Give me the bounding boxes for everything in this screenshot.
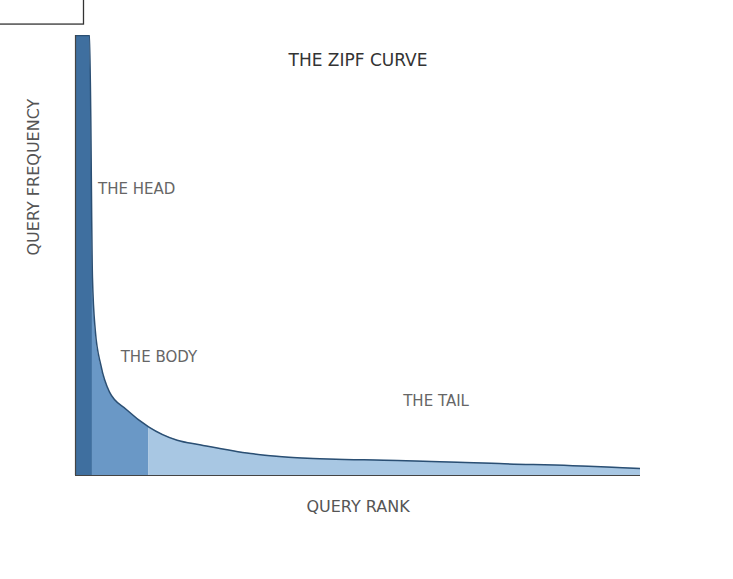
svg-text:QUERY RANK: QUERY RANK bbox=[306, 497, 410, 516]
svg-text:THE HEAD: THE HEAD bbox=[97, 180, 175, 198]
svg-text:THE BODY: THE BODY bbox=[120, 348, 198, 366]
svg-text:QUERY FREQUENCY: QUERY FREQUENCY bbox=[24, 98, 43, 255]
svg-text:THE TAIL: THE TAIL bbox=[402, 392, 469, 410]
svg-text:THE ZIPF CURVE: THE ZIPF CURVE bbox=[288, 50, 428, 70]
